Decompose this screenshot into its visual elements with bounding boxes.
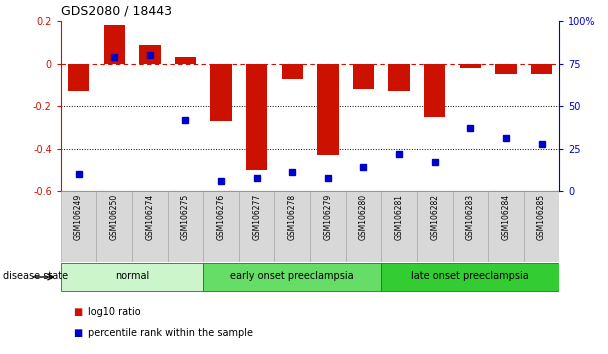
Bar (210, 64, 232, 121)
Text: GSM106250: GSM106250 (109, 194, 119, 240)
Text: log10 ratio: log10 ratio (88, 307, 141, 316)
Text: ■: ■ (73, 328, 82, 338)
Bar (61, 191, 97, 262)
Bar (346, 191, 381, 262)
Text: GDS2080 / 18443: GDS2080 / 18443 (61, 4, 172, 17)
Bar (417, 191, 452, 262)
Text: normal: normal (115, 272, 149, 281)
Text: GSM106284: GSM106284 (502, 194, 511, 240)
Text: early onset preeclampsia: early onset preeclampsia (230, 272, 354, 281)
Bar (68, 64, 89, 91)
Bar (531, 64, 552, 74)
Text: percentile rank within the sample: percentile rank within the sample (88, 328, 253, 338)
Bar (174, 57, 196, 64)
Text: GSM106283: GSM106283 (466, 194, 475, 240)
Bar (239, 191, 274, 262)
Text: ■: ■ (73, 307, 82, 316)
Bar (488, 191, 523, 262)
Bar (353, 64, 374, 89)
Bar (381, 263, 559, 291)
Text: GSM106276: GSM106276 (216, 194, 226, 240)
Text: GSM106279: GSM106279 (323, 194, 333, 240)
Text: GSM106275: GSM106275 (181, 194, 190, 240)
Bar (282, 64, 303, 79)
Text: late onset preeclampsia: late onset preeclampsia (412, 272, 529, 281)
Bar (203, 263, 381, 291)
Bar (496, 64, 517, 74)
Bar (523, 191, 559, 262)
Text: disease state: disease state (3, 272, 68, 281)
Bar (274, 191, 310, 262)
Bar (203, 191, 239, 262)
Text: GSM106278: GSM106278 (288, 194, 297, 240)
Text: GSM106277: GSM106277 (252, 194, 261, 240)
Bar (246, 64, 268, 170)
Text: GSM106281: GSM106281 (395, 194, 404, 240)
Bar (389, 64, 410, 91)
Bar (317, 64, 339, 155)
Bar (168, 191, 203, 262)
Text: GSM106282: GSM106282 (430, 194, 439, 240)
Bar (132, 191, 168, 262)
Bar (310, 191, 346, 262)
Bar (460, 64, 481, 68)
Bar (97, 191, 132, 262)
Bar (139, 45, 161, 64)
Bar (424, 64, 446, 117)
Bar (103, 25, 125, 64)
Text: GSM106285: GSM106285 (537, 194, 546, 240)
Bar (61, 263, 203, 291)
Bar (452, 191, 488, 262)
Bar (381, 191, 417, 262)
Text: GSM106280: GSM106280 (359, 194, 368, 240)
Text: GSM106274: GSM106274 (145, 194, 154, 240)
Text: GSM106249: GSM106249 (74, 194, 83, 240)
